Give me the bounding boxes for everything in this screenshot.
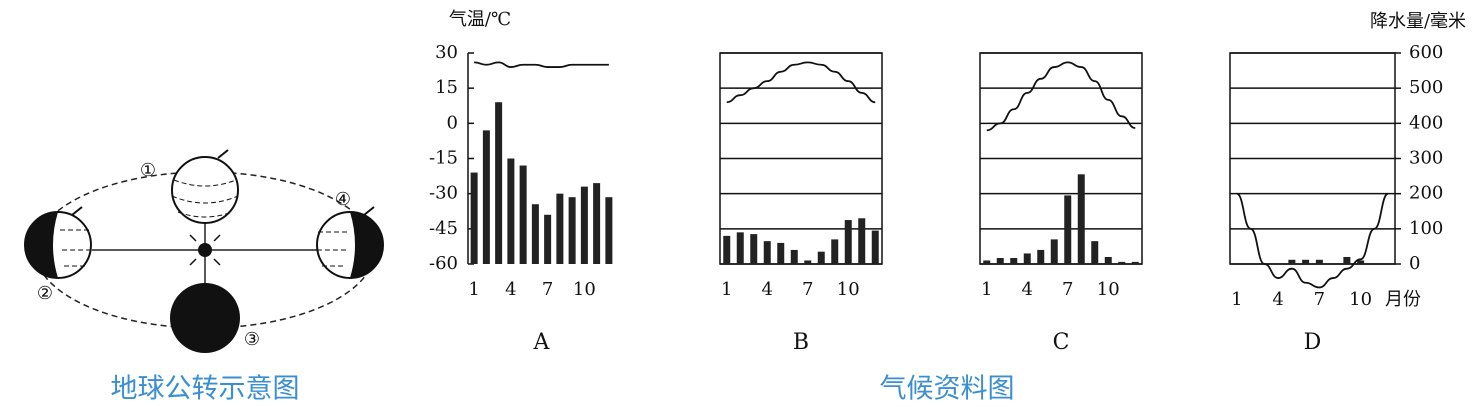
bar bbox=[507, 158, 515, 264]
panel-label: A bbox=[533, 330, 551, 355]
bar bbox=[1077, 174, 1085, 264]
bar bbox=[750, 234, 758, 264]
y-tick-label: -15 bbox=[429, 148, 458, 169]
bar bbox=[1302, 259, 1310, 264]
bar bbox=[1288, 259, 1296, 264]
position-label: ③ bbox=[244, 329, 260, 350]
earth bbox=[171, 149, 239, 224]
position-label: ② bbox=[37, 283, 53, 304]
panel-label: C bbox=[1053, 330, 1070, 355]
bar bbox=[763, 241, 771, 264]
sun-rays bbox=[189, 234, 221, 266]
bar bbox=[1118, 261, 1126, 264]
bar bbox=[790, 249, 798, 264]
y2-tick-label: 200 bbox=[1409, 183, 1443, 204]
y-tick-label: -45 bbox=[429, 218, 458, 239]
bar bbox=[544, 214, 552, 264]
temperature-line bbox=[1236, 192, 1389, 289]
x-tick-label: 4 bbox=[505, 279, 516, 300]
temperature-line bbox=[474, 61, 609, 68]
bar bbox=[1010, 258, 1018, 264]
bar bbox=[1315, 259, 1323, 264]
bar bbox=[519, 165, 527, 264]
y2-axis-label: 降水量/毫米 bbox=[1370, 11, 1466, 32]
bar bbox=[495, 102, 503, 264]
bar bbox=[1064, 195, 1072, 264]
bar bbox=[1050, 239, 1058, 264]
bar bbox=[1037, 249, 1045, 264]
bar bbox=[580, 186, 588, 264]
bar bbox=[777, 242, 785, 264]
x-tick-label: 4 bbox=[1022, 279, 1033, 300]
x-tick-label: 4 bbox=[1272, 289, 1283, 310]
x-tick-label: 7 bbox=[802, 279, 813, 300]
bar bbox=[556, 193, 564, 264]
x-tick-label: 7 bbox=[542, 279, 553, 300]
y-tick-label: -60 bbox=[429, 253, 458, 274]
chart-title: 气候资料图 bbox=[880, 374, 1015, 405]
y2-tick-label: 600 bbox=[1409, 42, 1443, 63]
bar bbox=[844, 220, 852, 264]
bar bbox=[723, 235, 731, 264]
bar bbox=[996, 258, 1004, 264]
x-tick-label: 4 bbox=[762, 279, 773, 300]
orbit-diagram: ① ② ③ ④ 地球公转示意图 bbox=[24, 149, 384, 405]
x-tick-label: 10 bbox=[837, 279, 860, 300]
y2-tick-label: 400 bbox=[1409, 112, 1443, 133]
x-tick-label: 1 bbox=[468, 279, 479, 300]
bar bbox=[871, 230, 879, 264]
position-label: ④ bbox=[335, 189, 351, 210]
bar bbox=[804, 260, 812, 264]
bar bbox=[817, 251, 825, 264]
panel-label: D bbox=[1304, 330, 1322, 355]
earth bbox=[24, 206, 92, 279]
x-tick-label: 1 bbox=[721, 279, 732, 300]
bar bbox=[1357, 260, 1365, 264]
bar bbox=[1104, 256, 1112, 264]
earth bbox=[170, 283, 240, 353]
bar bbox=[1023, 253, 1031, 264]
diagram-title: 地球公转示意图 bbox=[111, 374, 300, 405]
x-tick-label: 1 bbox=[1231, 289, 1242, 310]
y-tick-label: 30 bbox=[435, 42, 458, 63]
temperature-line bbox=[726, 61, 876, 104]
bar bbox=[1091, 241, 1099, 264]
y2-tick-label: 500 bbox=[1409, 77, 1443, 98]
bar bbox=[858, 218, 866, 264]
x-tick-label: 7 bbox=[1062, 279, 1073, 300]
temperature-line bbox=[986, 61, 1136, 132]
bar bbox=[531, 204, 539, 264]
x-tick-label: 7 bbox=[1314, 289, 1325, 310]
earth bbox=[316, 206, 384, 279]
bar bbox=[470, 172, 478, 264]
bar bbox=[736, 232, 744, 264]
y-axis-label: 气温/℃ bbox=[449, 9, 511, 30]
x-tick-label: 10 bbox=[1097, 279, 1120, 300]
x-axis-label: 月份 bbox=[1385, 289, 1421, 310]
x-tick-label: 1 bbox=[981, 279, 992, 300]
bar bbox=[1343, 256, 1351, 264]
panel-label: B bbox=[793, 330, 809, 355]
y2-tick-label: 0 bbox=[1409, 253, 1420, 274]
y-tick-label: -30 bbox=[429, 183, 458, 204]
y-tick-label: 15 bbox=[435, 77, 458, 98]
sun bbox=[198, 243, 212, 257]
y2-tick-label: 100 bbox=[1409, 218, 1443, 239]
bar bbox=[482, 130, 490, 264]
bar bbox=[568, 197, 576, 264]
bar bbox=[831, 239, 839, 264]
bar bbox=[1131, 261, 1139, 264]
bar bbox=[593, 183, 601, 264]
y-tick-label: 0 bbox=[447, 112, 458, 133]
position-label: ① bbox=[140, 160, 156, 181]
bar bbox=[983, 260, 991, 264]
bar bbox=[605, 197, 613, 264]
y2-tick-label: 300 bbox=[1409, 148, 1443, 169]
x-tick-label: 10 bbox=[573, 279, 596, 300]
x-tick-label: 10 bbox=[1349, 289, 1372, 310]
